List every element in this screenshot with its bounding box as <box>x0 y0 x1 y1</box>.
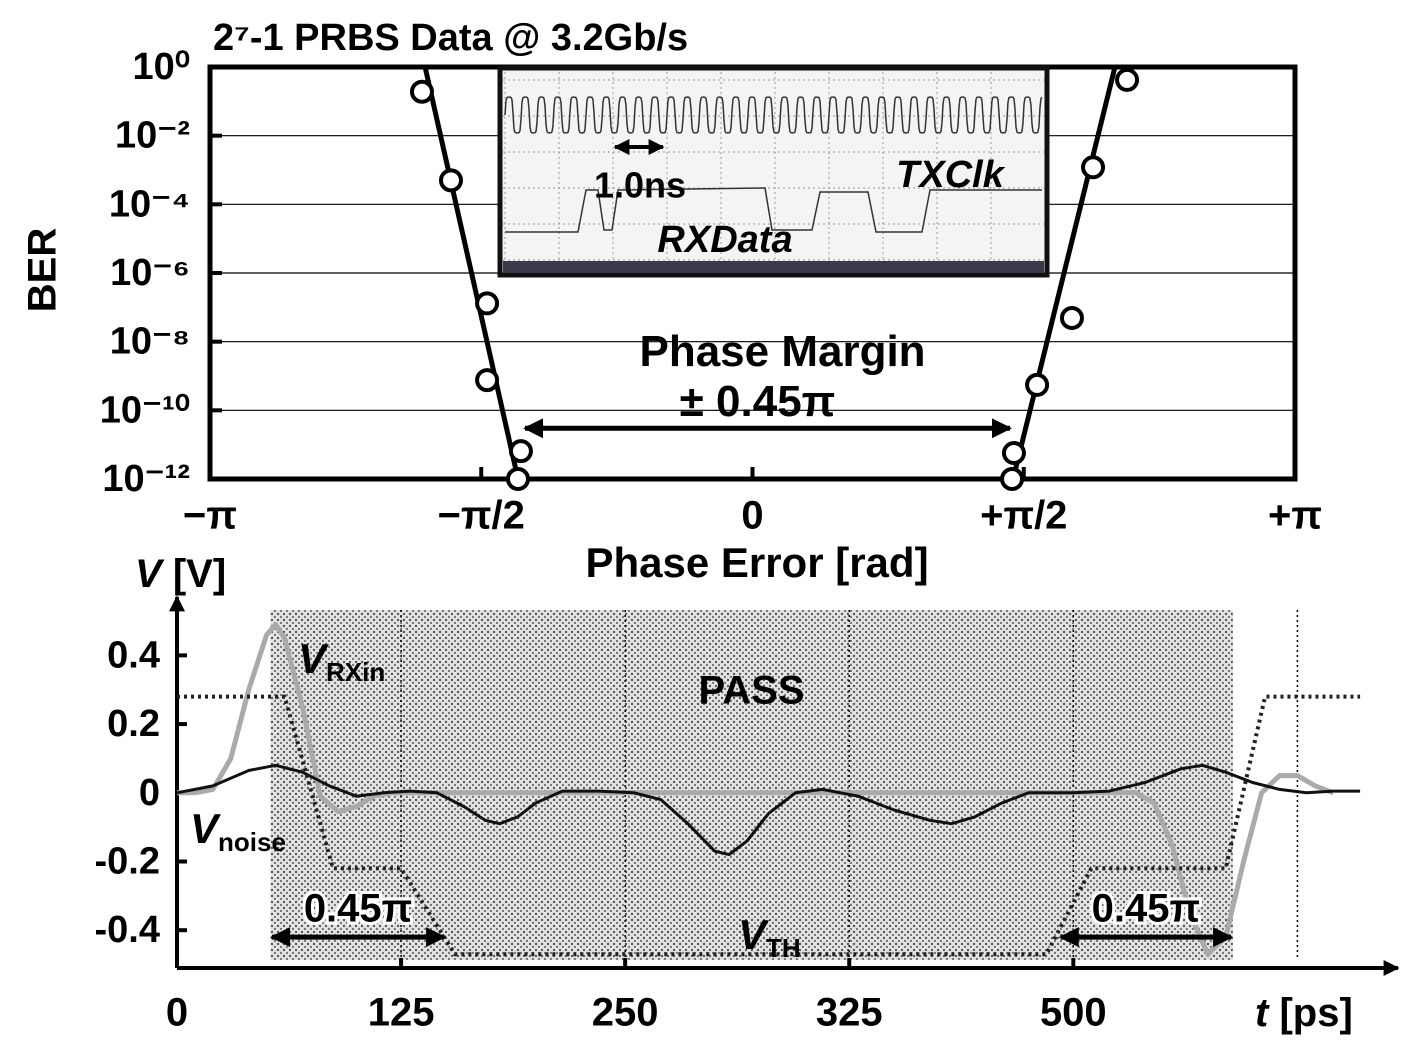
x-axis-label: t [ps] <box>1255 991 1353 1035</box>
y-tick-label: 10⁻⁸ <box>110 321 190 363</box>
series-label-main: V <box>190 805 221 852</box>
x-axis-label: Phase Error [rad] <box>585 539 928 586</box>
data-point <box>477 370 497 390</box>
y-tick-label: 10⁻⁶ <box>110 252 190 294</box>
series-label-sub: TH <box>766 933 801 963</box>
inset: 1.0ns TXClk RXData <box>500 68 1047 275</box>
y-tick-label: 10⁰ <box>132 46 190 88</box>
annotation: ± 0.45π <box>680 377 836 426</box>
inset-label: RXData <box>657 219 792 261</box>
x-tick-label: −π <box>183 494 237 538</box>
data-point <box>1027 375 1047 395</box>
x-tick-label: 0 <box>741 494 763 538</box>
y-axis-label: BER <box>21 228 65 313</box>
x-tick-label: 325 <box>816 991 883 1035</box>
data-point <box>412 82 432 102</box>
data-point <box>441 170 461 190</box>
y-tick-label: 10⁻² <box>115 115 190 157</box>
y-tick-label: 10⁻¹² <box>102 458 190 500</box>
data-point <box>477 293 497 313</box>
data-point <box>1083 157 1103 177</box>
x-tick-label: 125 <box>368 991 435 1035</box>
annotation: 0.45π <box>304 887 412 931</box>
data-point <box>1117 70 1137 90</box>
figure: 2⁷-1 PRBS Data @ 3.2Gb/s BER Phase Error… <box>0 0 1402 1045</box>
pass-region <box>270 610 1233 960</box>
x-tick-label: 0 <box>166 991 188 1035</box>
data-point <box>1002 469 1022 489</box>
chart-title: 2⁷-1 PRBS Data @ 3.2Gb/s <box>213 17 688 59</box>
y-tick-label: -0.4 <box>95 909 160 951</box>
series-label-main: V <box>298 635 329 682</box>
y-tick-label: -0.2 <box>95 841 160 883</box>
annotation: Phase Margin <box>639 327 925 376</box>
data-point <box>1004 443 1024 463</box>
y-tick-label: 0 <box>139 772 160 814</box>
y-tick-label: 10⁻⁴ <box>109 183 190 225</box>
series-label-main: V <box>738 911 769 958</box>
x-tick-label: −π/2 <box>438 494 525 538</box>
series-label-sub: noise <box>218 827 286 857</box>
y-tick-label: 10⁻¹⁰ <box>100 389 190 431</box>
data-point <box>508 469 528 489</box>
inset-label: TXClk <box>896 154 1006 196</box>
x-tick-label: 500 <box>1040 991 1107 1035</box>
x-tick-label: +π/2 <box>980 494 1067 538</box>
x-tick-label: 250 <box>592 991 659 1035</box>
data-point <box>1062 308 1082 328</box>
data-point <box>511 441 531 461</box>
series-label-sub: RXin <box>326 657 385 687</box>
y-axis-label: V [V] <box>135 552 226 596</box>
inset-label: 1.0ns <box>594 165 686 206</box>
x-tick-label: +π <box>1268 494 1322 538</box>
y-tick-label: 0.2 <box>107 703 160 745</box>
y-tick-label: 0.4 <box>107 634 160 676</box>
inset-toolbar <box>503 261 1044 273</box>
annotation: 0.45π <box>1092 887 1200 931</box>
pass-label: PASS <box>699 669 805 713</box>
